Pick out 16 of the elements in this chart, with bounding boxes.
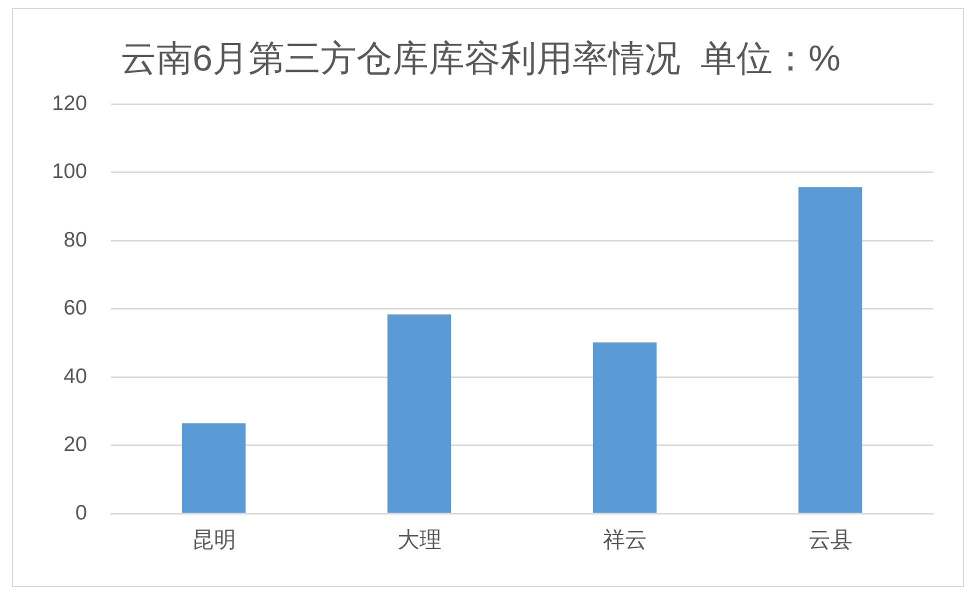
y-tick-label: 120: [52, 92, 88, 115]
y-tick-label: 20: [64, 433, 88, 456]
y-tick-label: 60: [64, 296, 88, 320]
x-tick-label: 云县: [808, 526, 852, 552]
x-tick-label: 大理: [397, 526, 442, 552]
y-tick-label: 80: [64, 228, 88, 252]
x-tick-label: 祥云: [602, 526, 647, 552]
y-tick-label: 100: [52, 160, 88, 184]
bar: [798, 187, 862, 513]
y-tick-label: 40: [64, 364, 88, 388]
bar: [387, 314, 452, 513]
x-tick-label: 昆明: [192, 526, 236, 552]
y-tick-label: 0: [75, 501, 88, 524]
bar: [182, 423, 246, 513]
chart-title: 云南6月第三方仓库库容利用率情况 单位：%: [120, 38, 841, 79]
bar: [592, 342, 657, 513]
